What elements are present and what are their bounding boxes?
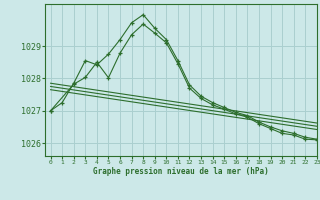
X-axis label: Graphe pression niveau de la mer (hPa): Graphe pression niveau de la mer (hPa)	[93, 167, 269, 176]
